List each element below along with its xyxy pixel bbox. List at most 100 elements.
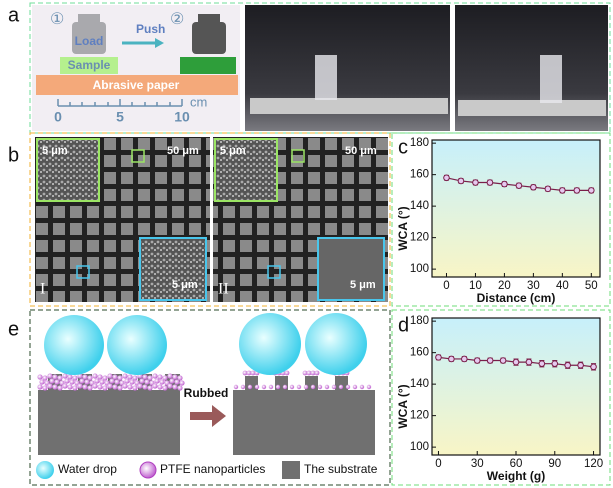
- particle: [284, 370, 290, 376]
- substrate: [233, 376, 375, 455]
- marker: [577, 361, 584, 369]
- particle: [137, 383, 143, 389]
- particle: [39, 379, 45, 385]
- particle: [84, 379, 90, 385]
- particle: [92, 383, 98, 389]
- y-tick-label: 140: [410, 378, 429, 390]
- roi: [291, 149, 305, 163]
- sample-label: Sample: [68, 58, 111, 72]
- particle: [49, 378, 55, 384]
- y-axis-title: WCA (°): [396, 384, 410, 428]
- particle: [310, 384, 316, 390]
- water-drop: [239, 313, 301, 375]
- particle: [282, 384, 288, 390]
- particle: [47, 373, 53, 379]
- particle: [102, 375, 108, 381]
- particle: [359, 384, 365, 390]
- particle: [94, 378, 100, 384]
- inset: [139, 237, 207, 301]
- particle: [52, 374, 58, 380]
- y-tick-label: 140: [410, 200, 429, 212]
- x-axis-title: Weight (g): [487, 469, 545, 483]
- y-tick-label: 120: [410, 232, 429, 244]
- arrow-label: Rubbed: [184, 386, 229, 400]
- sem-image: 5 μm 50 μm 5 μm I: [35, 137, 210, 302]
- sample: [180, 57, 236, 74]
- panel-label: b: [8, 144, 19, 166]
- plot-frame: [431, 139, 601, 278]
- marker: [472, 179, 479, 186]
- particle: [102, 385, 108, 391]
- marker: [443, 174, 450, 182]
- particle: [157, 384, 163, 390]
- y-tick-label: 160: [410, 347, 429, 359]
- scale-bar: 5 μm: [42, 145, 68, 157]
- particle: [117, 385, 123, 391]
- y-tick-label: 180: [410, 137, 429, 149]
- y-tick-label: 160: [410, 169, 429, 181]
- particle: [64, 378, 70, 384]
- particle: [317, 384, 323, 390]
- marker: [544, 185, 552, 193]
- panel-label: e: [8, 318, 19, 340]
- x-tick-label: 90: [548, 458, 561, 470]
- particle: [57, 385, 63, 391]
- particle: [142, 374, 148, 380]
- particle: [254, 384, 260, 390]
- panel-label: d: [398, 314, 409, 336]
- x-tick-label: 0: [443, 280, 449, 292]
- y-tick-label: 100: [410, 263, 429, 275]
- x-tick-label: 60: [510, 458, 523, 470]
- marker: [590, 363, 597, 371]
- particle: [345, 384, 351, 390]
- particle: [114, 379, 120, 385]
- legend-icon: [282, 461, 300, 479]
- particle: [52, 384, 58, 390]
- inset: [317, 237, 385, 301]
- marker: [499, 357, 507, 364]
- marker: [530, 183, 537, 191]
- photo-ruler: [458, 100, 606, 116]
- particle: [127, 384, 133, 390]
- particle: [62, 373, 68, 379]
- photo-ruler: [250, 98, 448, 114]
- arrow: [155, 38, 164, 48]
- particle: [82, 384, 88, 390]
- y-tick-label: 100: [410, 441, 429, 453]
- scale-bar: 5 μm: [172, 279, 198, 291]
- step: ①: [50, 11, 64, 28]
- photo-weight: [540, 55, 562, 103]
- particle: [37, 374, 43, 380]
- particle: [275, 384, 281, 390]
- weight: [78, 14, 100, 23]
- sem-image: 5 μm 50 μm 5 μm II: [213, 137, 388, 302]
- load-label: Load: [75, 34, 104, 48]
- particle: [162, 385, 168, 391]
- plot-bg: [432, 318, 600, 455]
- particle: [132, 385, 138, 391]
- scale-bar: 50 μm: [345, 145, 377, 157]
- particle: [42, 385, 48, 391]
- legend-label: PTFE nanoparticles: [160, 462, 265, 476]
- particle: [172, 374, 178, 380]
- particle: [97, 384, 103, 390]
- sample: [60, 57, 118, 74]
- ruler-unit: cm: [190, 94, 207, 109]
- weight: [198, 14, 220, 23]
- particle: [167, 373, 173, 379]
- marker: [512, 358, 520, 366]
- particle: [310, 370, 316, 376]
- particle: [57, 375, 63, 381]
- marker: [564, 361, 571, 369]
- particle: [129, 379, 135, 385]
- particle: [127, 374, 133, 380]
- particle: [139, 378, 145, 384]
- particle: [154, 378, 160, 384]
- particle: [250, 370, 256, 376]
- image-label: I: [40, 281, 45, 298]
- particle: [42, 375, 48, 381]
- legend-icon: [139, 461, 157, 479]
- particle: [117, 375, 123, 381]
- particle: [67, 384, 73, 390]
